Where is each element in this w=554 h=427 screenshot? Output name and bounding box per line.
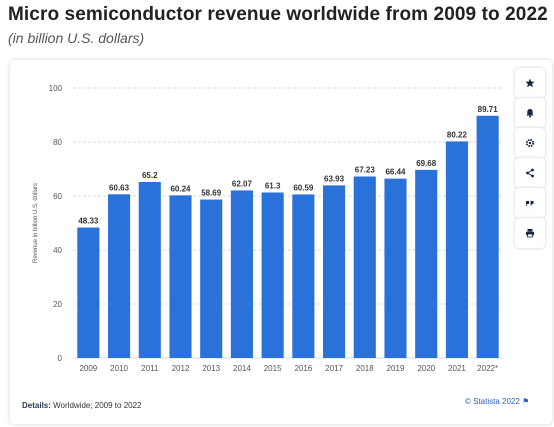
data-label: 89.71 [478, 105, 499, 114]
data-label: 58.69 [201, 189, 222, 198]
x-tick-label: 2016 [294, 364, 312, 373]
bar [445, 141, 468, 358]
y-tick-label: 100 [49, 84, 63, 93]
bar [323, 185, 346, 358]
data-label: 60.59 [293, 183, 314, 192]
share-icon [526, 168, 534, 178]
bar [138, 181, 161, 358]
page-subtitle: (in billion U.S. dollars) [8, 30, 145, 46]
data-label: 66.44 [385, 168, 406, 177]
data-label: 48.33 [78, 217, 99, 226]
x-tick-label: 2018 [356, 364, 374, 373]
bar-chart: 0 20 40 60 80 100 Revenue in billion U.S. doll… [33, 84, 503, 373]
notification-button[interactable] [515, 98, 545, 128]
data-label: 65.2 [142, 171, 158, 180]
x-tick-label: 2014 [233, 364, 251, 373]
x-tick-label: 2012 [172, 364, 190, 373]
y-axis-label: Revenue in billion U.S. dollars [33, 183, 39, 263]
details-text: Details: Worldwide; 2009 to 2022 [22, 401, 142, 410]
y-tick-label: 80 [53, 138, 62, 147]
y-tick-label: 0 [58, 354, 63, 363]
data-label: 61.3 [265, 181, 281, 190]
y-tick-label: 60 [53, 192, 62, 201]
chart-card: 0 20 40 60 80 100 Revenue in billion U.S. doll… [10, 60, 552, 424]
share-button[interactable] [515, 158, 545, 188]
x-tick-label: 2017 [325, 364, 343, 373]
bar [261, 192, 284, 358]
x-tick-label: 2009 [79, 364, 97, 373]
bar [77, 227, 100, 358]
page-title: Micro semiconductor revenue worldwide fr… [8, 4, 548, 25]
x-tick-label: 2010 [110, 364, 128, 373]
x-tick-label: 2019 [387, 364, 405, 373]
favorite-button[interactable] [515, 68, 545, 98]
source-link[interactable]: © Statista 2022 ⚑ [465, 397, 529, 406]
data-label: 60.24 [170, 184, 191, 193]
bar [230, 190, 253, 358]
print-button[interactable] [515, 218, 545, 248]
print-icon [526, 229, 534, 238]
x-tick-label: 2022* [477, 364, 498, 373]
bar [476, 115, 499, 358]
data-label: 62.07 [232, 179, 253, 188]
quote-icon [526, 201, 534, 206]
bar [169, 195, 192, 358]
y-tick-label: 20 [53, 300, 62, 309]
bell-icon [526, 109, 534, 118]
cite-button[interactable] [515, 188, 545, 218]
x-tick-label: 2013 [202, 364, 220, 373]
settings-button[interactable] [515, 128, 545, 158]
bar [415, 169, 438, 358]
data-label: 80.22 [447, 130, 468, 139]
data-label: 69.68 [416, 159, 437, 168]
source-text: © Statista 2022 [465, 397, 520, 406]
data-label: 63.93 [324, 174, 345, 183]
bar [384, 178, 407, 358]
details-value: Worldwide; 2009 to 2022 [53, 401, 142, 410]
bar [292, 194, 315, 358]
bar [200, 199, 223, 358]
gear-icon [525, 138, 535, 148]
x-tick-label: 2015 [264, 364, 282, 373]
x-tick-label: 2021 [448, 364, 466, 373]
details-label: Details: [22, 401, 51, 410]
y-tick-label: 40 [53, 246, 62, 255]
star-icon [525, 78, 535, 88]
flag-icon: ⚑ [522, 397, 530, 406]
chart-toolbar [515, 68, 545, 248]
bar [108, 194, 131, 358]
data-label: 60.63 [109, 183, 130, 192]
x-tick-label: 2011 [141, 364, 159, 373]
x-tick-label: 2020 [417, 364, 435, 373]
data-label: 67.23 [355, 165, 376, 174]
bar [353, 176, 376, 358]
